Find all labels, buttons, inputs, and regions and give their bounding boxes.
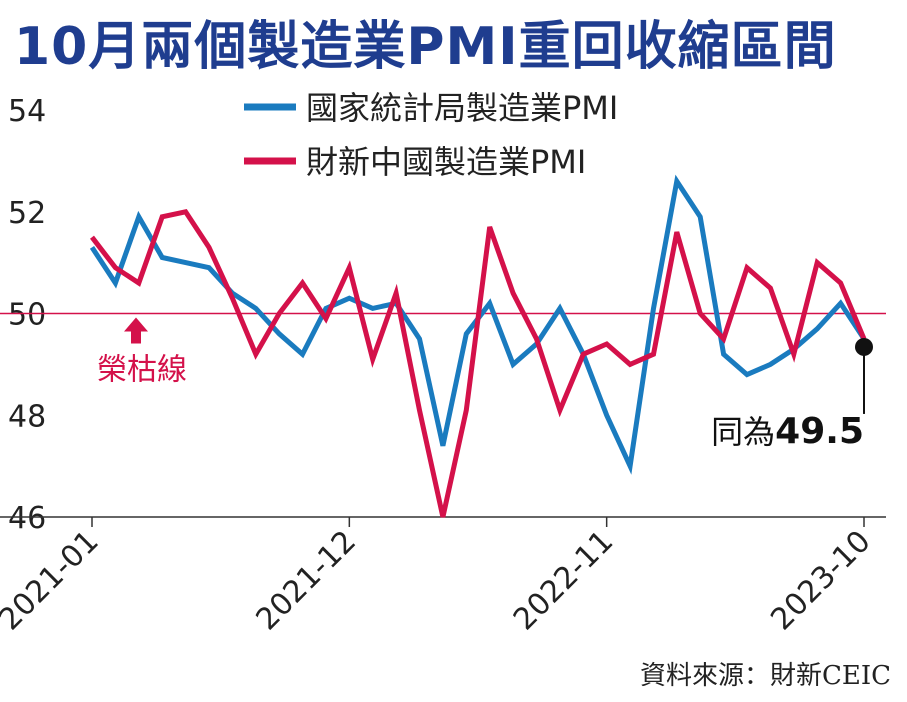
up-arrow-icon: [124, 317, 148, 344]
x-tick-label: 2021-01: [0, 524, 106, 637]
legend: 國家統計局製造業PMI 財新中國製造業PMI: [244, 89, 618, 181]
y-axis: 46 48 50 52 54: [8, 94, 46, 536]
x-tick-label: 2022-11: [507, 524, 620, 637]
annotation-label: 同為49.5: [711, 411, 864, 452]
y-tick-label: 52: [8, 196, 46, 231]
series-line-2: [90, 208, 867, 518]
reference-label-group: 榮枯線: [97, 317, 187, 388]
legend-label: 財新中國製造業PMI: [306, 143, 586, 181]
x-tick-label: 2023-10: [764, 524, 877, 637]
y-tick-label: 46: [8, 501, 46, 536]
reference-line-label: 榮枯線: [97, 353, 187, 388]
x-tick-label: 2021-12: [250, 524, 363, 637]
last-value-annotation: 同為49.5: [711, 337, 873, 452]
y-tick-label: 54: [8, 94, 46, 129]
legend-label: 國家統計局製造業PMI: [306, 89, 618, 127]
series-lines: [89, 174, 867, 518]
y-tick-label: 50: [8, 298, 46, 333]
last-point-marker: [855, 337, 873, 356]
chart-title: 10月兩個製造業PMI重回收縮區間: [14, 17, 837, 77]
source-credit: 資料來源：財新CEIC: [639, 661, 891, 691]
x-axis: 2021-01 2021-12 2022-11 2023-10: [0, 517, 878, 637]
y-tick-label: 48: [8, 399, 46, 434]
